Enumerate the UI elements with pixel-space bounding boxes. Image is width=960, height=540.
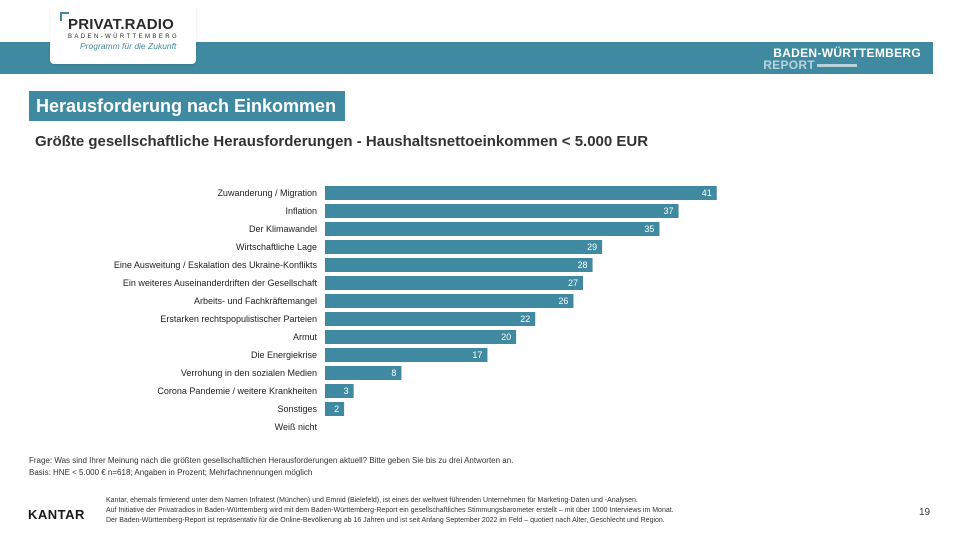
value-label: 28 (578, 260, 588, 270)
category-label: Der Klimawandel (249, 224, 317, 234)
value-label: 8 (391, 368, 396, 378)
banner-accent-bar (817, 64, 857, 67)
bar (325, 366, 402, 380)
logo-tagline: Programm für die Zukunft (80, 41, 177, 51)
category-label: Zuwanderung / Migration (217, 188, 317, 198)
bar (325, 294, 574, 308)
footnote-question: Frage: Was sind Ihrer Meinung nach die g… (29, 456, 514, 465)
bar (325, 402, 345, 416)
category-label: Arbeits- und Fachkräftemangel (194, 296, 317, 306)
value-label: 27 (568, 278, 578, 288)
value-label: 26 (558, 296, 568, 306)
logo-region: BADEN-WÜRTTEMBERG (68, 34, 180, 40)
category-label: Armut (293, 332, 318, 342)
footnote-basis: Basis: HNE < 5.000 € n=618; Angaben in P… (29, 468, 313, 477)
category-label: Corona Pandemie / weitere Krankheiten (157, 386, 317, 396)
privat-radio-logo: PRIVAT.RADIO BADEN-WÜRTTEMBERG Programm … (50, 8, 196, 64)
category-label: Die Energiekrise (251, 350, 317, 360)
category-label: Weiß nicht (275, 422, 318, 432)
chart-title: Größte gesellschaftliche Herausforderung… (35, 133, 649, 150)
category-label: Erstarken rechtspopulistischer Parteien (160, 314, 317, 324)
disclaimer-line: Auf Initiative der Privatradios in Baden… (106, 507, 674, 514)
category-label: Wirtschaftliche Lage (236, 242, 317, 252)
category-label: Eine Ausweitung / Eskalation des Ukraine… (114, 260, 318, 270)
bar (325, 186, 717, 200)
bar (325, 222, 660, 236)
bar (325, 240, 603, 254)
bar (325, 276, 583, 290)
bar (325, 348, 488, 362)
bar (325, 258, 593, 272)
category-label: Sonstiges (277, 404, 317, 414)
banner-title: BADEN-WÜRTTEMBERG (773, 46, 921, 60)
value-label: 22 (520, 314, 530, 324)
footer-disclaimer: Kantar, ehemals firmierend unter dem Nam… (106, 496, 886, 526)
logo-name: PRIVAT.RADIO (68, 16, 175, 33)
value-label: 2 (334, 404, 339, 414)
bar (325, 330, 517, 344)
kantar-logo: KANTAR (28, 507, 85, 522)
banner-subtitle: REPORT (763, 58, 815, 72)
value-label: 17 (472, 350, 482, 360)
category-label: Ein weiteres Auseinanderdriften der Gese… (123, 278, 318, 288)
bar (325, 312, 536, 326)
value-label: 20 (501, 332, 511, 342)
page-number: 19 (919, 507, 931, 518)
category-label: Verrohung in den sozialen Medien (181, 368, 317, 378)
value-label: 3 (344, 386, 349, 396)
disclaimer-line: Kantar, ehemals firmierend unter dem Nam… (106, 497, 638, 504)
section-title: Herausforderung nach Einkommen (29, 91, 346, 121)
logo-bracket-icon (60, 12, 69, 21)
bar (325, 384, 354, 398)
value-label: 35 (644, 224, 654, 234)
value-label: 29 (587, 242, 597, 252)
value-label: 37 (664, 206, 674, 216)
value-label: 41 (702, 188, 712, 198)
disclaimer-line: Der Baden-Württemberg-Report ist repräse… (106, 517, 665, 524)
category-label: Inflation (285, 206, 317, 216)
bar (325, 204, 679, 218)
